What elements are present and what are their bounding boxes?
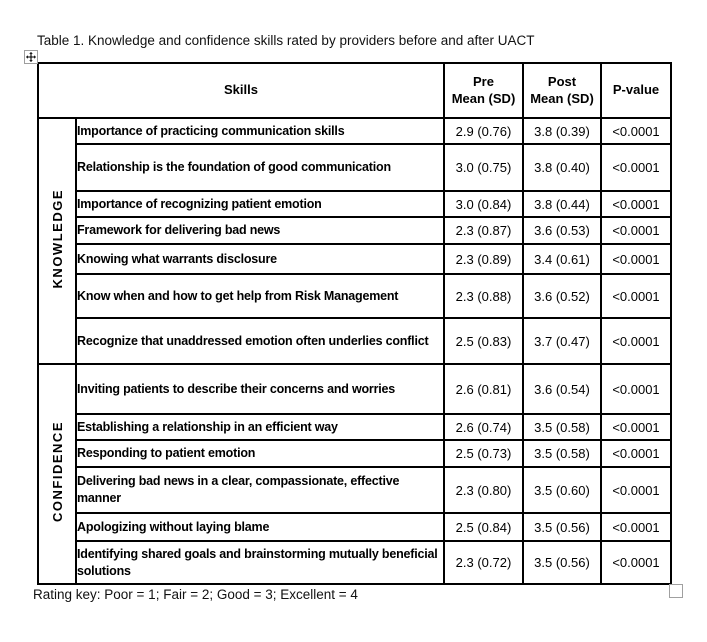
header-post-mean-sd: Post Mean (SD) <box>522 62 602 119</box>
skill-cell: Responding to patient emotion <box>75 439 445 468</box>
table-row: Framework for delivering bad news 2.3 (0… <box>38 216 672 245</box>
pvalue-cell: <0.0001 <box>600 143 672 192</box>
pre-mean-cell: 2.3 (0.72) <box>443 540 524 585</box>
table-row: KNOWLEDGE Importance of practicing commu… <box>37 117 672 365</box>
table-resize-handle[interactable] <box>669 584 683 598</box>
post-mean-cell: 3.5 (0.58) <box>522 439 602 468</box>
post-mean-cell: 3.5 (0.60) <box>522 466 602 514</box>
pvalue-cell: <0.0001 <box>600 317 672 365</box>
skill-cell: Apologizing without laying blame <box>75 512 445 542</box>
pre-mean-cell: 2.5 (0.84) <box>443 512 524 542</box>
pvalue-cell: <0.0001 <box>600 439 672 468</box>
post-mean-cell: 3.6 (0.52) <box>522 273 602 319</box>
pvalue-cell: <0.0001 <box>600 190 672 218</box>
pvalue-cell: <0.0001 <box>600 540 672 585</box>
post-mean-cell: 3.7 (0.47) <box>522 317 602 365</box>
pvalue-cell: <0.0001 <box>600 243 672 275</box>
header-pre-line1: Pre <box>473 73 494 89</box>
post-mean-cell: 3.8 (0.40) <box>522 143 602 192</box>
post-mean-cell: 3.5 (0.56) <box>522 512 602 542</box>
table-row: Know when and how to get help from Risk … <box>38 273 672 319</box>
pre-mean-cell: 2.3 (0.88) <box>443 273 524 319</box>
table-row: Establishing a relationship in an effici… <box>38 413 672 441</box>
skill-cell: Inviting patients to describe their conc… <box>75 363 445 415</box>
category-cell-confidence: CONFIDENCE <box>37 363 77 585</box>
rating-key: Rating key: Poor = 1; Fair = 2; Good = 3… <box>33 587 358 602</box>
pre-mean-cell: 3.0 (0.84) <box>443 190 524 218</box>
header-pre-line2: Mean (SD) <box>451 90 516 106</box>
pre-mean-cell: 2.3 (0.87) <box>443 216 524 245</box>
category-label: CONFIDENCE <box>49 421 65 522</box>
pre-mean-cell: 2.3 (0.89) <box>443 243 524 275</box>
skill-cell: Importance of recognizing patient emotio… <box>75 190 445 218</box>
table-row: Knowing what warrants disclosure 2.3 (0.… <box>38 243 672 275</box>
pvalue-cell: <0.0001 <box>600 216 672 245</box>
skill-cell: Importance of practicing communication s… <box>75 117 445 145</box>
post-mean-cell: 3.4 (0.61) <box>522 243 602 275</box>
skill-cell: Identifying shared goals and brainstormi… <box>75 540 445 585</box>
pre-mean-cell: 2.6 (0.81) <box>443 363 524 415</box>
skills-table: Skills Pre Mean (SD) Post Mean (SD) P-va… <box>37 62 672 585</box>
skill-cell: Relationship is the foundation of good c… <box>75 143 445 192</box>
pre-mean-cell: 3.0 (0.75) <box>443 143 524 192</box>
pre-mean-cell: 2.6 (0.74) <box>443 413 524 441</box>
table-row: Importance of recognizing patient emotio… <box>38 190 672 218</box>
table-row: CONFIDENCE Inviting patients to describe… <box>37 363 672 585</box>
table-caption: Table 1. Knowledge and confidence skills… <box>37 33 535 48</box>
pvalue-cell: <0.0001 <box>600 117 672 145</box>
post-mean-cell: 3.8 (0.39) <box>522 117 602 145</box>
post-mean-cell: 3.6 (0.53) <box>522 216 602 245</box>
table-move-handle[interactable] <box>24 50 38 64</box>
post-mean-cell: 3.8 (0.44) <box>522 190 602 218</box>
skill-cell: Framework for delivering bad news <box>75 216 445 245</box>
header-post-line2: Mean (SD) <box>530 90 594 106</box>
header-pre-mean-sd: Pre Mean (SD) <box>443 62 524 119</box>
header-pvalue: P-value <box>600 62 672 119</box>
pvalue-cell: <0.0001 <box>600 512 672 542</box>
pre-mean-cell: 2.5 (0.83) <box>443 317 524 365</box>
header-post-line1: Post <box>547 73 577 89</box>
skill-cell: Delivering bad news in a clear, compassi… <box>75 466 445 514</box>
table-row: Delivering bad news in a clear, compassi… <box>38 466 672 514</box>
skill-cell: Knowing what warrants disclosure <box>75 243 445 275</box>
pre-mean-cell: 2.9 (0.76) <box>443 117 524 145</box>
table-row: Identifying shared goals and brainstormi… <box>38 540 672 585</box>
header-skills: Skills <box>37 62 445 119</box>
table-row: Apologizing without laying blame 2.5 (0.… <box>38 512 672 542</box>
pvalue-cell: <0.0001 <box>600 273 672 319</box>
pre-mean-cell: 2.5 (0.73) <box>443 439 524 468</box>
table-row: Relationship is the foundation of good c… <box>38 143 672 192</box>
post-mean-cell: 3.5 (0.56) <box>522 540 602 585</box>
category-cell-knowledge: KNOWLEDGE <box>37 117 77 365</box>
table-row: Recognize that unaddressed emotion often… <box>38 317 672 365</box>
four-way-arrow-icon <box>26 52 36 62</box>
skill-cell: Recognize that unaddressed emotion often… <box>75 317 445 365</box>
pvalue-cell: <0.0001 <box>600 466 672 514</box>
post-mean-cell: 3.5 (0.58) <box>522 413 602 441</box>
pre-mean-cell: 2.3 (0.80) <box>443 466 524 514</box>
table-header-row: Skills Pre Mean (SD) Post Mean (SD) P-va… <box>37 62 672 119</box>
category-label: KNOWLEDGE <box>49 188 65 289</box>
skill-cell: Establishing a relationship in an effici… <box>75 413 445 441</box>
table-row: Responding to patient emotion 2.5 (0.73)… <box>38 439 672 468</box>
pvalue-cell: <0.0001 <box>600 413 672 441</box>
post-mean-cell: 3.6 (0.54) <box>522 363 602 415</box>
skill-cell: Know when and how to get help from Risk … <box>75 273 445 319</box>
pvalue-cell: <0.0001 <box>600 363 672 415</box>
